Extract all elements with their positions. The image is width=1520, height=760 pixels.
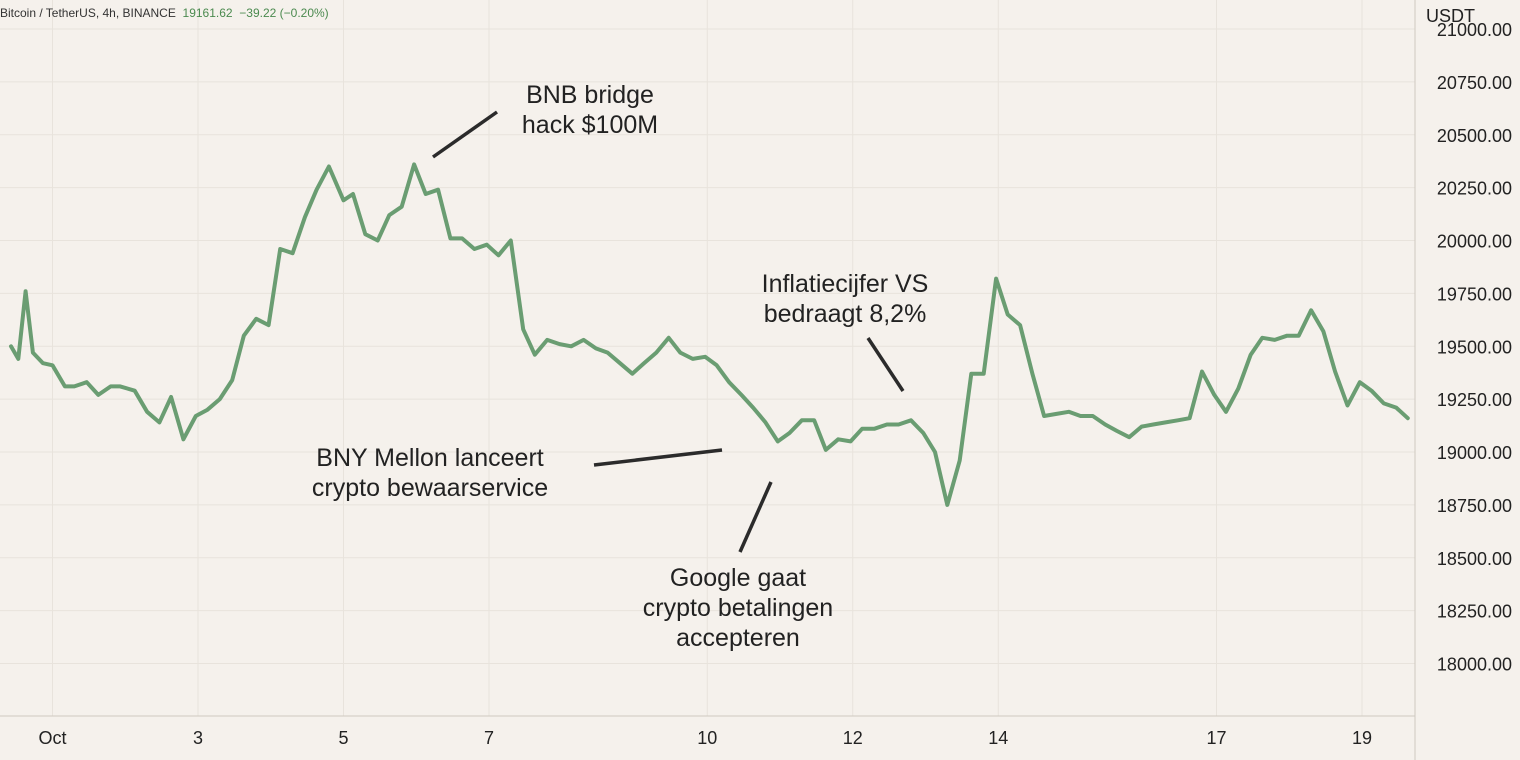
annotation-text: Inflatiecijfer VS xyxy=(762,270,929,298)
symbol-label: Bitcoin / TetherUS, 4h, BINANCE xyxy=(0,6,176,20)
y-tick-label: 18750.00 xyxy=(1437,496,1512,516)
annotation-pointer xyxy=(593,448,723,467)
annotation-text: bedraagt 8,2% xyxy=(764,300,927,328)
x-tick-label: 17 xyxy=(1206,728,1226,748)
y-tick-label: 20000.00 xyxy=(1437,232,1512,252)
annotation-text: crypto betalingen xyxy=(643,594,833,622)
x-tick-label: 19 xyxy=(1352,728,1372,748)
annotation-text: hack $100M xyxy=(522,111,658,139)
y-tick-label: 19750.00 xyxy=(1437,284,1512,304)
x-tick-label: 3 xyxy=(193,728,203,748)
last-price: 19161.62 xyxy=(182,6,233,20)
annotation-text: accepteren xyxy=(676,624,800,652)
y-tick-label: 20750.00 xyxy=(1437,73,1512,93)
y-tick-label: 18250.00 xyxy=(1437,602,1512,622)
y-tick-label: 18500.00 xyxy=(1437,549,1512,569)
x-tick-label: 5 xyxy=(338,728,348,748)
price-line xyxy=(9,162,1410,507)
y-tick-label: 19250.00 xyxy=(1437,390,1512,410)
annotation-text: Google gaat xyxy=(670,564,806,592)
x-tick-label: 7 xyxy=(484,728,494,748)
y-tick-label: 19500.00 xyxy=(1437,337,1512,357)
annotation-pointer xyxy=(431,110,499,159)
x-tick-label: 12 xyxy=(843,728,863,748)
symbol-header: Bitcoin / TetherUS, 4h, BINANCE 19161.62… xyxy=(0,6,329,20)
y-tick-label: 19000.00 xyxy=(1437,443,1512,463)
annotation-pointer xyxy=(738,481,773,553)
x-axis: Oct 3 5 7 10 12 14 17 19 xyxy=(38,728,1372,748)
x-tick-label: 14 xyxy=(988,728,1008,748)
annotation-text: BNY Mellon lanceert xyxy=(316,444,543,472)
x-tick-label: 10 xyxy=(697,728,717,748)
series-group xyxy=(9,162,1410,507)
y-tick-label: 18000.00 xyxy=(1437,655,1512,675)
price-change: −39.22 (−0.20%) xyxy=(239,6,329,20)
annotation-pointer xyxy=(866,337,905,392)
y-tick-label: 20250.00 xyxy=(1437,179,1512,199)
y-tick-label: 20500.00 xyxy=(1437,126,1512,146)
unit-label: USDT xyxy=(1426,6,1475,26)
annotation-text: crypto bewaarservice xyxy=(312,474,548,502)
annotation-text: BNB bridge xyxy=(526,81,654,109)
x-tick-label: Oct xyxy=(38,728,66,748)
y-tick-label: 21000.00 xyxy=(1437,20,1512,40)
y-axis: 18000.00 18250.00 18500.00 18750.00 19000.00… xyxy=(1437,20,1512,675)
